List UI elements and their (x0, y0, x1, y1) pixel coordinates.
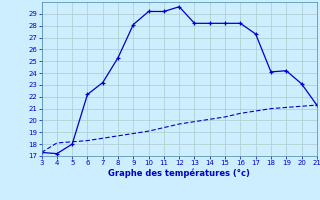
X-axis label: Graphe des températures (°c): Graphe des températures (°c) (108, 169, 250, 178)
